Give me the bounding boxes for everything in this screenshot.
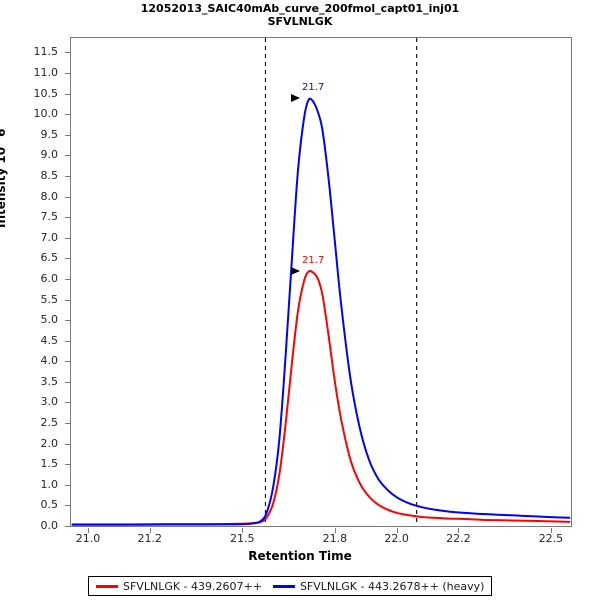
y-axis-tick-label: 10.5 [33,86,59,100]
y-axis-tick-mark [65,443,70,445]
y-axis-tick-label: 2.5 [40,416,59,430]
x-axis-tick-mark [87,528,89,533]
plot-area[interactable] [70,37,572,527]
y-axis-tick-mark [65,423,70,425]
chart-title-line1: 12052013_SAIC40mAb_curve_200fmol_capt01_… [140,2,460,15]
y-axis-tick-mark [65,52,70,54]
y-axis-tick-label: 3.0 [40,395,59,409]
y-axis-tick-label: 6.5 [40,251,59,265]
x-axis-tick-mark [458,528,460,533]
y-axis-tick-mark [65,114,70,116]
y-axis-tick-label: 11.0 [33,66,59,79]
y-axis-tick-mark [65,361,70,363]
y-axis-tick-mark [65,402,70,404]
legend-color-swatch [96,584,118,588]
x-axis-tick-label: 21.8 [322,532,348,545]
y-axis-tick-label: 5.0 [40,313,59,327]
legend-label: SFVLNLGK - 443.2678++ (heavy) [299,579,485,593]
y-axis-tick-label: 4.0 [40,354,59,368]
y-axis-tick-mark [65,505,70,507]
y-axis-tick-mark [65,237,70,239]
peak-apex-marker [291,266,301,275]
peak-apex-marker [291,93,301,102]
y-axis-tick-label: 6.0 [40,271,59,285]
y-axis-tick-mark [65,175,70,177]
y-axis-tick-mark [65,155,70,157]
y-axis-tick-mark [65,299,70,301]
x-axis-tick-mark [242,528,244,533]
x-axis-label: Retention Time [248,549,352,563]
y-axis-tick-label: 10.0 [33,107,59,121]
y-axis-tick-label: 8.0 [40,189,59,203]
chart-title: 12052013_SAIC40mAb_curve_200fmol_capt01_… [0,2,600,28]
y-axis-tick-mark [65,278,70,280]
x-axis-tick-label: 21.5 [230,532,255,545]
y-axis-tick-mark [65,320,70,322]
y-axis-tick-mark [65,464,70,466]
y-axis-tick-label: 3.5 [40,374,59,388]
y-axis-tick-mark [65,217,70,219]
y-axis-tick-label: 0.5 [40,498,59,512]
y-axis-tick-label: 7.0 [40,230,59,244]
y-axis-tick-mark [65,73,70,74]
y-axis-tick-mark [65,484,70,486]
y-axis-tick-label: 0.0 [40,519,59,532]
x-axis-tick-mark [334,528,336,533]
y-axis-tick-label: 5.5 [40,292,59,306]
y-axis-tick-mark [65,381,70,383]
y-axis-tick-label: 9.5 [40,127,59,141]
x-axis-tick-mark [396,528,398,533]
y-axis-tick-label: 9.0 [40,148,59,162]
legend-color-swatch [272,584,295,588]
series-trace[interactable] [73,271,570,524]
y-axis-tick-label: 8.5 [40,168,59,182]
x-axis-tick-label: 22.2 [446,532,471,545]
y-axis: Intensity 10^6 0.0 0.5 1.0 1.5 2.0 2.5 3.0 3.5 4… [0,0,70,600]
y-axis-tick-mark [65,526,70,527]
y-axis-tick-label: 1.0 [40,477,59,491]
y-axis-tick-label: 7.5 [40,210,59,224]
chart-canvas [71,38,571,526]
x-axis-tick-label: 22.5 [538,532,564,545]
x-axis-tick-label: 21.0 [75,532,101,545]
x-axis-tick-label: 22.0 [384,532,409,545]
chart-title-line2: SFVLNLGK [267,15,333,28]
y-axis-tick-mark [65,340,70,342]
x-axis-tick-mark [550,528,552,533]
y-axis-tick-label: 2.0 [40,436,59,450]
y-axis-tick-label: 4.5 [40,333,59,347]
x-axis-tick-mark [149,528,151,533]
y-axis-tick-mark [65,134,70,136]
series-trace[interactable] [73,99,570,525]
chart-legend: SFVLNLGK - 439.2607++ SFVLNLGK - 443.2678… [88,576,493,596]
peak-label: 21.7 [302,81,325,93]
x-axis-tick-label: 21.2 [137,532,162,545]
y-axis-tick-mark [65,196,70,198]
y-axis-tick-mark [65,258,70,260]
legend-item[interactable]: SFVLNLGK - 439.2607++ [96,580,262,593]
y-axis-tick-mark [65,93,70,95]
legend-item[interactable]: SFVLNLGK - 443.2678++ (heavy) [272,579,485,593]
y-axis-tick-label: 1.5 [40,457,59,471]
legend-label: SFVLNLGK - 439.2607++ [123,579,262,593]
peak-label: 21.7 [302,254,325,266]
y-axis-tick-label: 11.5 [33,45,59,59]
